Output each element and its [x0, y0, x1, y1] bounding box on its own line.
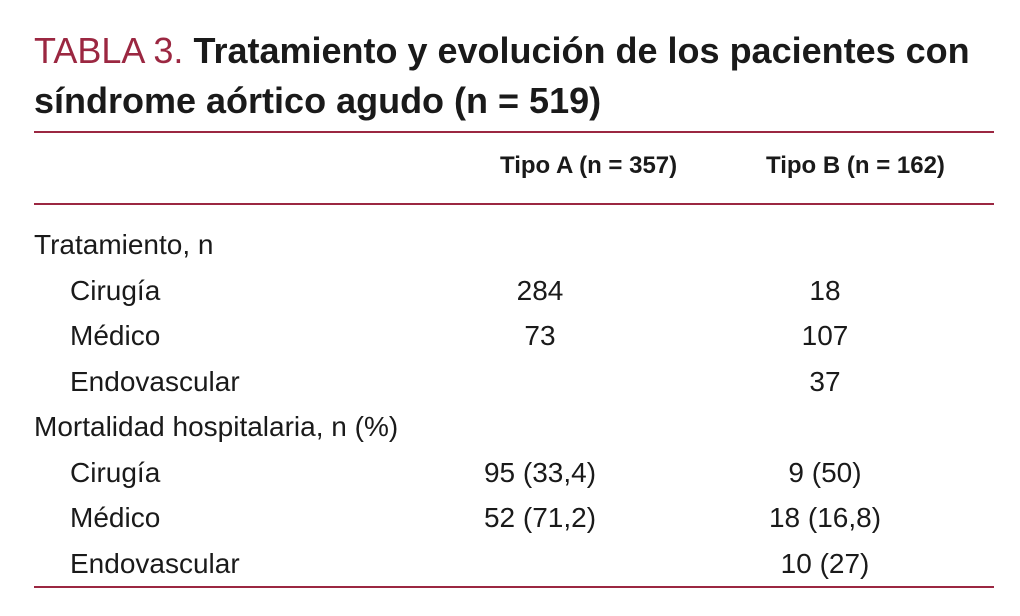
row-label: Médico: [70, 320, 161, 351]
column-header-tipo-b: Tipo B (n = 162): [766, 152, 945, 179]
row-label: Mortalidad hospitalaria, n (%): [34, 411, 399, 442]
bottom-rule: [34, 586, 994, 588]
cell-tipo-b: 107: [801, 320, 849, 351]
cell-tipo-b: 9 (50): [788, 456, 862, 488]
table-row: Médico 52 (71,2) 18 (16,8): [0, 495, 1020, 541]
cell-tipo-a: 73: [524, 320, 556, 351]
cell-tipo-a: 284: [516, 274, 564, 306]
row-label: Endovascular: [70, 365, 240, 397]
row-label: Tratamiento, n: [34, 229, 214, 260]
header-rule: [34, 203, 994, 205]
table-body: Tratamiento, n Cirugía 284 18 Médico 73 …: [0, 222, 1020, 586]
cell-tipo-a: 95 (33,4): [483, 456, 597, 488]
row-label: Cirugía: [70, 274, 161, 306]
table-row-section-mortalidad: Mortalidad hospitalaria, n (%): [0, 404, 1020, 450]
cell-tipo-a: 52 (71,2): [483, 502, 597, 533]
table-title-text: Tratamiento y evolución de los pacientes…: [34, 30, 970, 121]
table-row-section-tratamiento: Tratamiento, n: [0, 222, 1020, 268]
table-row: Endovascular 10 (27): [0, 541, 1020, 587]
cell-tipo-b: 10 (27): [780, 547, 870, 579]
cell-tipo-b: 37: [809, 365, 841, 397]
table-row: Médico 73 107: [0, 313, 1020, 359]
table-row: Endovascular 37: [0, 359, 1020, 405]
table-title: TABLA 3. Tratamiento y evolución de los …: [34, 26, 994, 126]
column-header-tipo-a: Tipo A (n = 357): [500, 152, 678, 179]
cell-tipo-b: 18 (16,8): [768, 502, 882, 533]
table-row: Cirugía 284 18: [0, 268, 1020, 314]
table-row: Cirugía 95 (33,4) 9 (50): [0, 450, 1020, 496]
cell-tipo-b: 18: [809, 274, 841, 306]
row-label: Médico: [70, 502, 161, 533]
row-label: Cirugía: [70, 456, 161, 488]
row-label: Endovascular: [70, 547, 240, 579]
table-label: TABLA 3.: [34, 30, 184, 71]
top-rule: [34, 131, 994, 133]
